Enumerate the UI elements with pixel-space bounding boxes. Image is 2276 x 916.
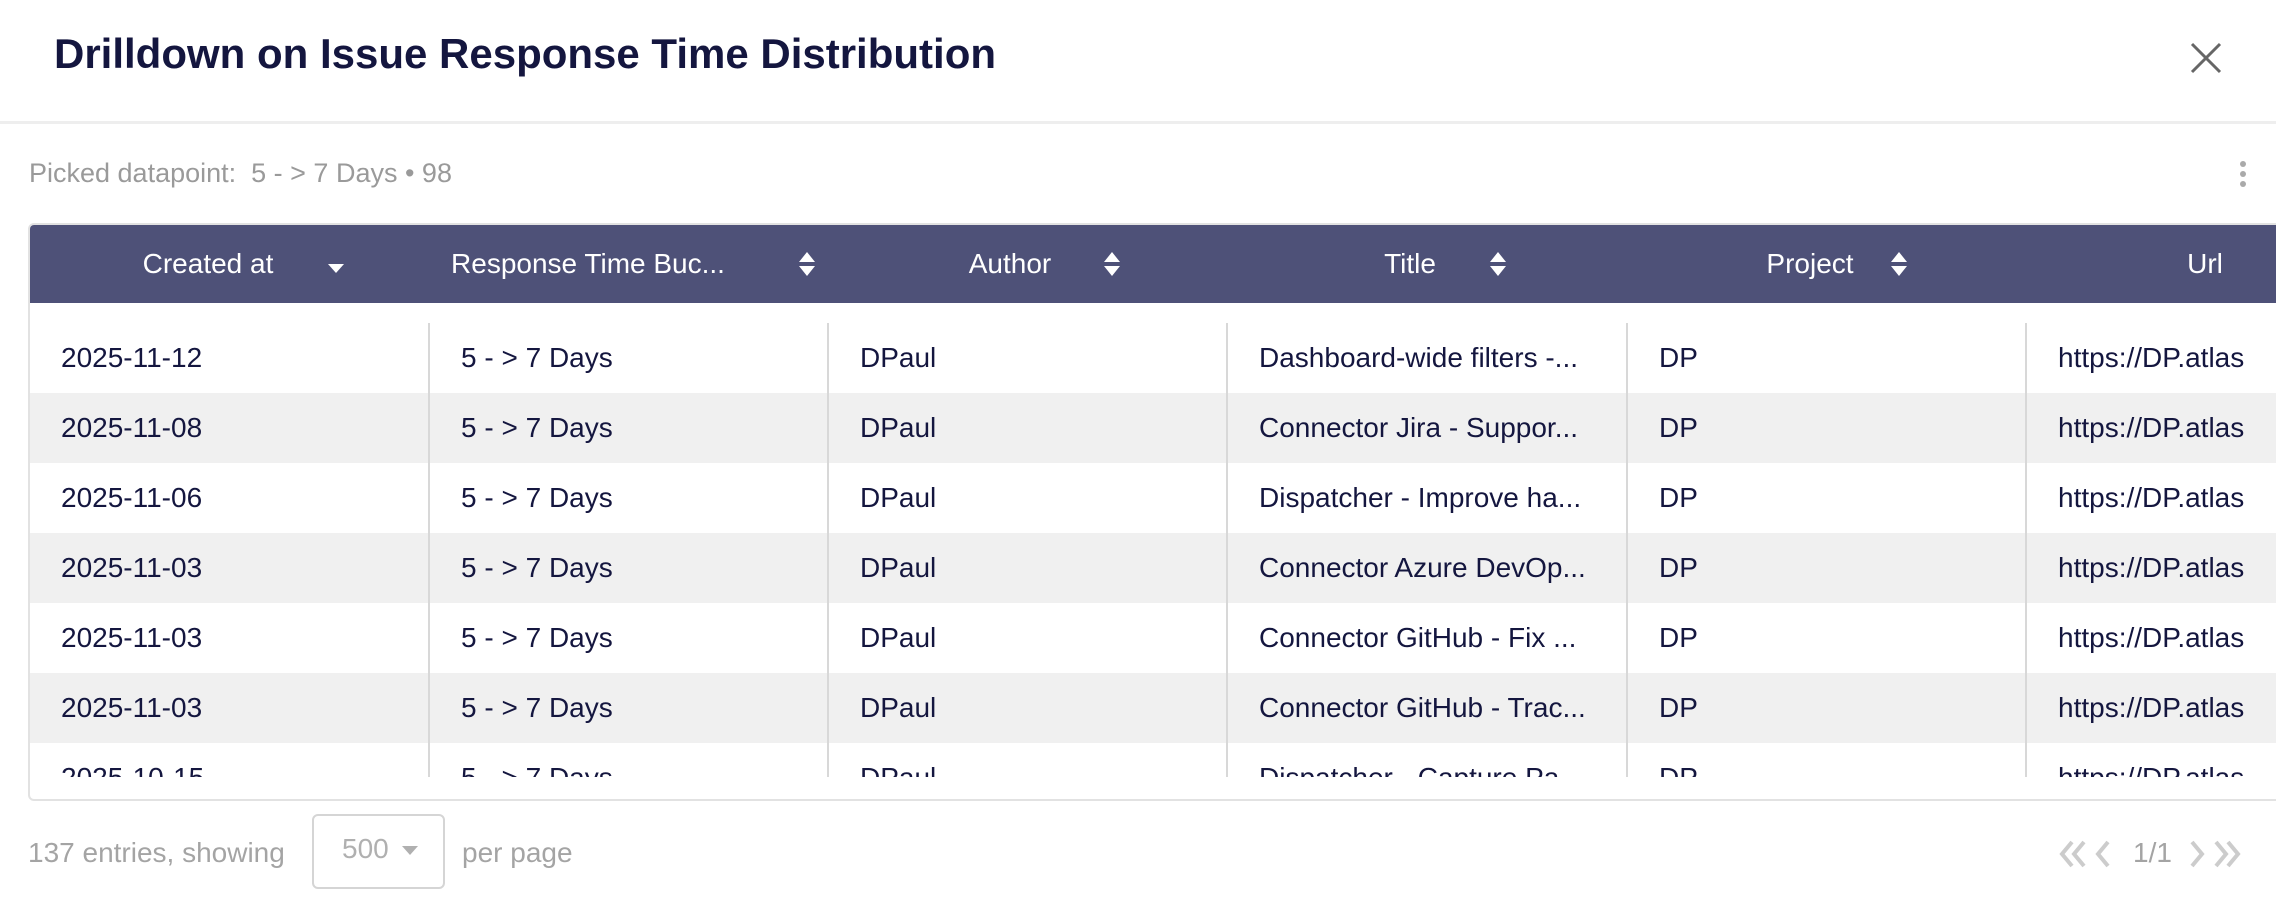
- table-row: 2025-10-15 5 - > 7 Days DPaul Dispatcher - …: [30, 743, 2276, 777]
- table-row: 2025-11-08 5 - > 7 Days DPaul Connector Jir…: [30, 393, 2276, 463]
- table-cell: https://DP.atlas: [2058, 412, 2245, 443]
- table-cell: Connector GitHub - Fix ...: [1259, 622, 1577, 653]
- page-indicator: 1/1: [2133, 837, 2172, 868]
- table-row: 2025-11-03 5 - > 7 Days DPaul Connector Azu…: [30, 533, 2276, 603]
- dialog-title: Drilldown on Issue Response Time Distrib…: [54, 30, 997, 77]
- table-row: 2025-11-03 5 - > 7 Days DPaul Connector Git…: [30, 673, 2276, 743]
- table-cell: DPaul: [860, 552, 937, 583]
- column-separator: [2025, 323, 2027, 777]
- table-cell: https://DP.atlas: [2058, 622, 2245, 653]
- table-cell: 5 - > 7 Days: [461, 482, 613, 513]
- per-page-label: per page: [462, 837, 573, 868]
- table-row: 2025-11-12 5 - > 7 Days DPaul Dashboard-wid…: [30, 323, 2276, 393]
- table-row: 2025-11-03 5 - > 7 Days DPaul Connector Git…: [30, 603, 2276, 673]
- table-cell: Dashboard-wide filters -...: [1259, 342, 1579, 373]
- table-cell: DPaul: [860, 692, 937, 723]
- table-cell: https://DP.atlas: [2058, 692, 2245, 723]
- table-cell: DPaul: [860, 743, 1219, 777]
- table-cell: DP: [1659, 342, 1698, 373]
- table-cell: 2025-11-06: [61, 482, 203, 513]
- column-header[interactable]: Title: [1384, 248, 1436, 279]
- table-cell: DP: [1659, 692, 1698, 723]
- table-cell: DPaul: [860, 412, 937, 443]
- pagination-prev[interactable]: [2058, 840, 2128, 868]
- table-cell: 2025-11-08: [61, 412, 203, 443]
- table-cell: Connector GitHub - Trac...: [1259, 692, 1586, 723]
- table-cell: 5 - > 7 Days: [461, 622, 613, 653]
- column-header[interactable]: Url: [2187, 248, 2223, 279]
- page-size: 500: [342, 833, 389, 864]
- table-cell: 5 - > 7 Days: [461, 743, 820, 777]
- table-cell: DPaul: [860, 342, 937, 373]
- table-cell: DP: [1659, 552, 1698, 583]
- table-cell: 2025-11-03: [61, 692, 203, 723]
- table-cell: 5 - > 7 Days: [461, 412, 613, 443]
- picked-datapoint: Picked datapoint: 5 - > 7 Days • 98: [29, 158, 452, 189]
- table: Created at Response Time Buc... Author Titl…: [28, 223, 2276, 801]
- table-cell: 5 - > 7 Days: [461, 692, 613, 723]
- table-cell: 2025-11-03: [61, 622, 203, 653]
- close-button[interactable]: [2190, 42, 2222, 74]
- table-cell: https://DP.atlas: [2058, 342, 2245, 373]
- table-cell: DPaul: [860, 622, 937, 653]
- column-header[interactable]: Project: [1766, 248, 1854, 279]
- table-cell: DP: [1659, 622, 1698, 653]
- table-cell: DP: [1659, 482, 1698, 513]
- sort-icon[interactable]: [1489, 250, 1507, 278]
- table-cell: 2025-11-03: [61, 552, 203, 583]
- divider: [0, 121, 2276, 124]
- column-separator: [1626, 323, 1628, 777]
- column-header[interactable]: Created at: [142, 248, 274, 279]
- table-cell: 2025-10-15: [61, 743, 420, 777]
- sort-icon[interactable]: [1890, 250, 1908, 278]
- table-cell: Connector Azure DevOp...: [1259, 552, 1586, 583]
- table-cell: 2025-11-12: [61, 342, 203, 373]
- picked-label: Picked datapoint:: [29, 158, 237, 188]
- table-cell: Dispatcher - Capture Pa...: [1259, 743, 1618, 777]
- table-cell: Dispatcher - Improve ha...: [1259, 482, 1582, 513]
- entries-count: 137 entries, showing: [28, 837, 285, 868]
- column-header[interactable]: Response Time Buc...: [451, 248, 725, 279]
- column-header[interactable]: Author: [968, 248, 1052, 279]
- sort-icon[interactable]: [1103, 250, 1121, 278]
- table-cell: https://DP.atlas: [2058, 743, 2276, 777]
- table-cell: DPaul: [860, 482, 937, 513]
- column-separator: [1226, 323, 1228, 777]
- table-header: Created at Response Time Buc... Author Titl…: [30, 225, 2276, 303]
- column-separator: [827, 323, 829, 777]
- table-cell: Connector Jira - Suppor...: [1259, 412, 1579, 443]
- pagination-next[interactable]: [2186, 840, 2256, 868]
- table-body: 2025-11-12 5 - > 7 Days DPaul Dashboard-wid…: [30, 323, 2276, 777]
- sort-icon[interactable]: [798, 250, 816, 278]
- table-cell: 5 - > 7 Days: [461, 552, 613, 583]
- dropdown-icon: [402, 846, 418, 855]
- table-cell: https://DP.atlas: [2058, 552, 2245, 583]
- sort-icon[interactable]: [327, 250, 345, 278]
- table-cell: 5 - > 7 Days: [461, 342, 613, 373]
- column-separator: [428, 323, 430, 777]
- table-cell: DP: [1659, 743, 2018, 777]
- page-size-select[interactable]: 500: [312, 814, 445, 889]
- table-row: 2025-11-06 5 - > 7 Days DPaul Dispatcher - …: [30, 463, 2276, 533]
- menu-button[interactable]: [2236, 160, 2250, 190]
- table-cell: https://DP.atlas: [2058, 482, 2245, 513]
- picked-value: 5 - > 7 Days • 98: [251, 158, 452, 188]
- table-cell: DP: [1659, 412, 1698, 443]
